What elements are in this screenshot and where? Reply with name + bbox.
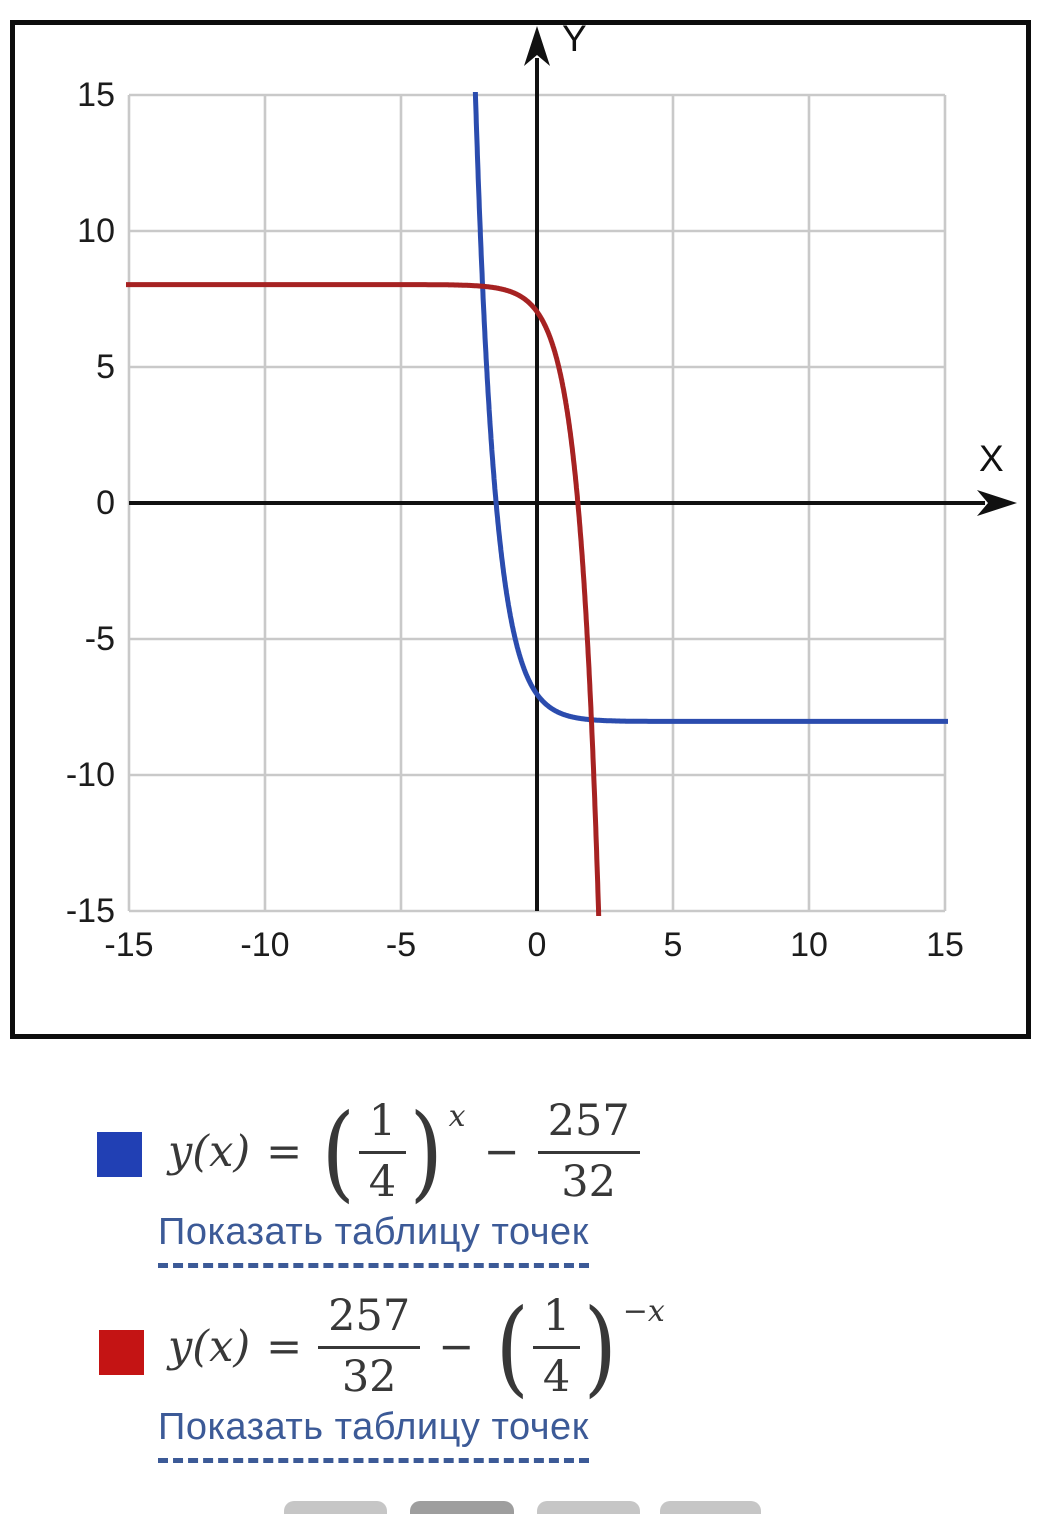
left-paren: ( [495,1285,530,1408]
x-axis-label: X [979,438,1004,479]
fraction-denominator: 32 [561,1156,616,1207]
right-paren: ) [409,1090,444,1213]
fraction: 1 4 [358,1097,407,1207]
y-tick-label: 5 [96,348,115,386]
equals-sign: = [266,1127,303,1177]
fraction: 257 32 [537,1097,640,1207]
fraction-numerator: 257 [537,1097,640,1154]
left-paren: ( [321,1090,356,1213]
fraction-numerator: 1 [532,1292,581,1349]
show-points-table-link[interactable]: Показать таблицу точек [158,1211,589,1268]
x-tick-label: -10 [240,926,290,964]
bottom-button-4[interactable] [660,1501,761,1514]
y-tick-label: 0 [96,484,115,522]
y-tick-label: -15 [65,892,115,930]
legend-swatch-blue [97,1132,142,1177]
legend-swatch-red [99,1330,144,1375]
fraction-numerator: 1 [358,1097,407,1154]
exponent: −x [622,1293,665,1329]
bottom-button-2[interactable] [410,1501,514,1514]
x-tick-label: 5 [663,926,683,964]
fraction-denominator: 4 [368,1156,397,1207]
x-tick-label: 0 [527,926,547,964]
show-points-table-link[interactable]: Показать таблицу точек [158,1406,589,1463]
minus-sign: − [438,1322,475,1372]
fraction-denominator: 4 [542,1351,571,1402]
exponent: x [448,1098,466,1134]
x-tick-label: 10 [790,926,828,964]
x-tick-label: -15 [104,926,154,964]
fraction: 1 4 [532,1292,581,1402]
graph-panel [10,20,1031,1039]
formula-lhs: y(x) [168,1322,251,1372]
formula-blue: y(x) = ( 1 4 ) x − 257 32 [168,1077,640,1227]
right-paren: ) [583,1285,618,1408]
bottom-button-3[interactable] [537,1501,640,1514]
fraction-denominator: 32 [341,1351,397,1402]
formula-lhs: y(x) [168,1127,251,1177]
x-tick-label: 15 [926,926,964,964]
x-tick-label: -5 [385,926,417,964]
fraction-numerator: 257 [318,1292,421,1349]
formula-red: y(x) = 257 32 − ( 1 4 ) −x [168,1272,665,1422]
y-axis-label: Y [562,18,587,59]
bottom-button-1[interactable] [284,1501,387,1514]
y-tick-label: 10 [77,212,115,250]
minus-sign: − [483,1127,520,1177]
fraction: 257 32 [318,1292,421,1402]
y-tick-label: 15 [77,76,115,114]
y-tick-label: -10 [65,756,115,794]
y-tick-label: -5 [84,620,115,658]
equals-sign: = [266,1322,303,1372]
